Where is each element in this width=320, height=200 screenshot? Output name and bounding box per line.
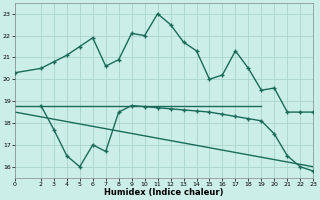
X-axis label: Humidex (Indice chaleur): Humidex (Indice chaleur) [104,188,224,197]
